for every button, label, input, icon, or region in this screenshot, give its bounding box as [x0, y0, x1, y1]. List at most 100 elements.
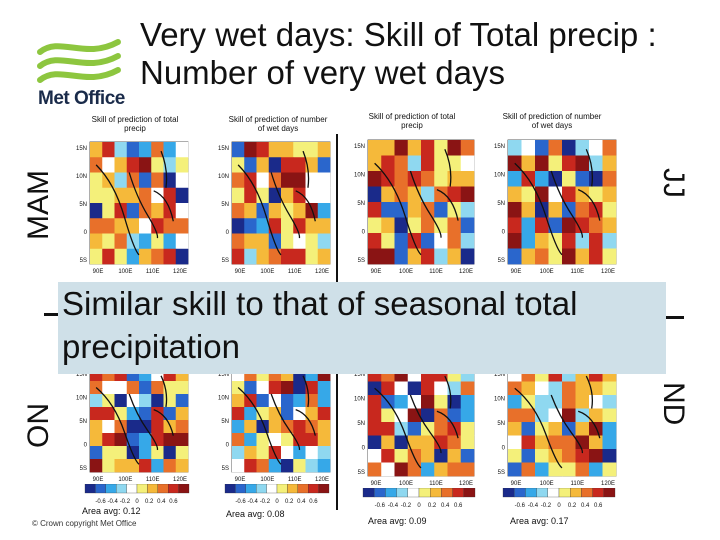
map-cell — [535, 462, 549, 477]
map-cell — [575, 140, 590, 156]
coastline — [374, 375, 459, 469]
map-cell — [90, 187, 103, 204]
map-cell — [589, 171, 603, 187]
map-cell — [548, 381, 563, 396]
map-cell — [394, 233, 409, 249]
map-cell — [281, 233, 294, 250]
colorbar-swatch — [178, 484, 190, 494]
map-cell — [421, 408, 435, 423]
map-cell — [460, 381, 475, 396]
panel-title-total-left: Skill of prediction of total precip — [91, 115, 179, 133]
map-cell — [126, 157, 140, 173]
map-cell — [407, 140, 422, 156]
map-cell — [575, 233, 590, 249]
map-cell — [268, 233, 282, 250]
map-cell — [175, 446, 189, 460]
season-label-jj: JJ — [657, 168, 690, 198]
lon-tick-label: 110E — [429, 481, 443, 487]
met-office-logo — [37, 39, 121, 83]
map-cell — [317, 233, 331, 250]
lon-tick-label: 90E — [93, 477, 104, 483]
map-cell — [508, 422, 522, 436]
map-cell — [381, 202, 395, 218]
map-cell — [421, 462, 435, 477]
map-cell — [317, 446, 331, 460]
map-cell — [562, 155, 576, 172]
colorbar-tick-label: -0.2 — [260, 499, 271, 505]
lon-tick-label: 90E — [511, 269, 522, 275]
map-cell — [521, 140, 536, 156]
map-cell — [521, 422, 536, 436]
lat-tick-label: 0 — [502, 446, 506, 452]
map-cell — [317, 420, 331, 434]
map-cell — [256, 248, 270, 265]
area-avg-1: Area avg: 0.12 — [82, 506, 141, 516]
map-cell — [368, 422, 382, 436]
map-cell — [508, 140, 522, 156]
map-cell — [548, 217, 563, 234]
map-cell — [562, 186, 576, 203]
map-cell — [175, 172, 189, 189]
map-cell — [394, 462, 409, 477]
map-cell — [256, 446, 270, 460]
map-cell — [317, 407, 331, 421]
map-cell — [589, 449, 603, 463]
map-cell — [163, 433, 177, 447]
map-cell — [434, 171, 448, 187]
lat-tick-label: 5S — [498, 470, 505, 476]
map-cell — [163, 381, 177, 395]
map-cell — [90, 218, 103, 234]
map-cell — [305, 446, 319, 460]
map-cell — [317, 142, 331, 158]
skill-map-jj-wetdays: 15N 10N 5N 0 5S 90E 100E 110E 120E — [494, 139, 617, 275]
map-cell — [434, 202, 448, 218]
map-cell — [447, 422, 462, 436]
map-cell — [368, 408, 382, 423]
map-cell — [368, 435, 382, 450]
map-cell — [126, 420, 140, 434]
map-cell — [102, 187, 115, 204]
map-cell — [407, 217, 422, 234]
map-cell — [268, 459, 282, 473]
colorbar-tick-label: 0.6 — [169, 499, 178, 505]
map-cell — [281, 187, 294, 204]
colorbar-swatch — [276, 484, 288, 494]
map-cell — [163, 142, 177, 158]
lat-tick-label: 5N — [79, 202, 87, 208]
colorbar-swatch — [502, 488, 515, 498]
map-cell — [268, 446, 282, 460]
map-cell — [102, 446, 115, 460]
map-cell — [151, 394, 164, 408]
lat-tick-label: 0 — [226, 443, 230, 449]
map-cell — [139, 381, 152, 395]
map-cell — [114, 233, 128, 250]
skill-map-nd-total: 15N 10N 5N 0 5S 90E 100E 110E 120E — [354, 367, 475, 487]
map-cell — [293, 218, 306, 234]
colorbar-tick-label: 0 — [557, 503, 561, 509]
map-cell — [602, 408, 617, 423]
map-cell — [381, 381, 395, 396]
map-cell — [508, 395, 522, 409]
map-cell — [175, 187, 189, 204]
map-cell — [139, 172, 152, 189]
map-cell — [562, 233, 576, 249]
map-cell — [562, 381, 576, 396]
lon-tick-label: 110E — [288, 269, 302, 275]
map-cell — [256, 157, 270, 173]
lon-tick-label: 120E — [315, 477, 329, 483]
map-cell — [407, 422, 422, 436]
map-cell — [244, 420, 257, 434]
map-cell — [102, 420, 115, 434]
map-cell — [151, 381, 164, 395]
caption-box — [58, 282, 666, 374]
colorbar-swatch — [266, 484, 278, 494]
map-cell — [281, 381, 294, 395]
map-cell — [447, 435, 462, 450]
colorbar-swatch — [374, 488, 386, 498]
map-cell — [562, 408, 576, 423]
map-cell — [317, 381, 331, 395]
map-cell — [293, 233, 306, 250]
map-cell — [575, 422, 590, 436]
map-cell — [575, 449, 590, 463]
map-cell — [381, 462, 395, 477]
